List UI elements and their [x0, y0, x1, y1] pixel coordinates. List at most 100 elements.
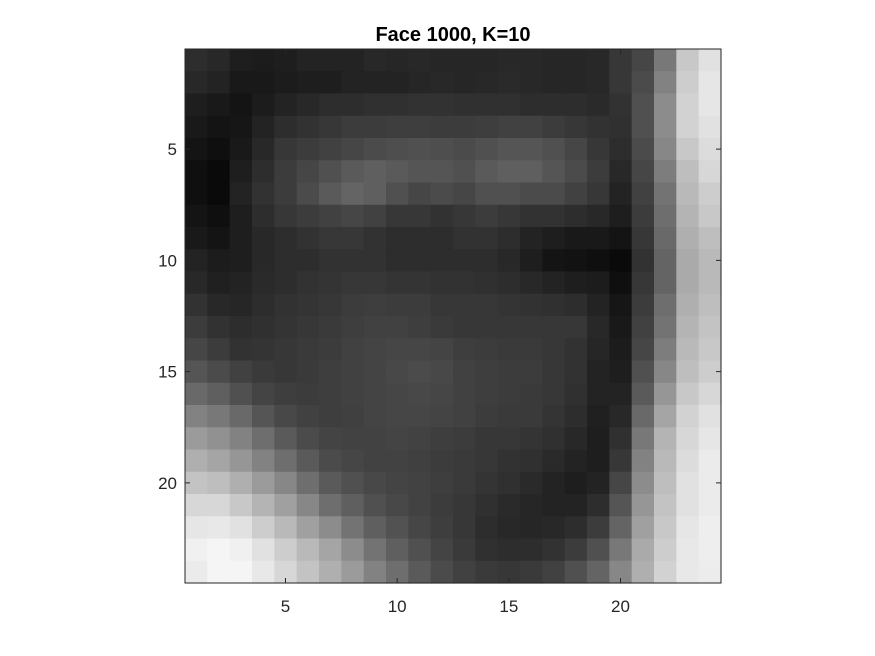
heatmap-cell	[564, 382, 588, 406]
heatmap-cell	[341, 138, 365, 161]
heatmap-cell	[430, 271, 454, 295]
heatmap-cell	[475, 427, 499, 451]
heatmap-cell	[296, 204, 320, 228]
heatmap-cell	[654, 49, 677, 72]
heatmap-cell	[430, 427, 454, 451]
heatmap-cell	[229, 249, 253, 273]
heatmap-cell	[654, 516, 677, 540]
heatmap-cell	[408, 316, 432, 339]
heatmap-cell	[207, 316, 231, 339]
heatmap-cell	[229, 204, 253, 228]
heatmap-cell	[319, 560, 342, 584]
heatmap-cell	[430, 360, 454, 384]
heatmap-cell	[564, 138, 588, 161]
heatmap-cell	[386, 360, 409, 384]
heatmap-cell	[631, 182, 655, 206]
heatmap-cell	[520, 538, 543, 562]
heatmap-cell	[698, 360, 722, 384]
heatmap-cell	[386, 249, 409, 273]
heatmap-cell	[386, 160, 409, 184]
heatmap-cell	[654, 271, 677, 295]
heatmap-cell	[296, 49, 320, 72]
heatmap-cell	[363, 449, 387, 473]
heatmap-cell	[520, 293, 543, 317]
heatmap-cell	[453, 449, 476, 473]
heatmap-cell	[363, 382, 387, 406]
heatmap-cell	[520, 405, 543, 428]
heatmap-cell	[475, 227, 499, 250]
heatmap-cell	[229, 338, 253, 362]
heatmap-cell	[252, 293, 275, 317]
heatmap-cell	[386, 471, 409, 495]
heatmap-cell	[341, 49, 365, 72]
heatmap-cell	[587, 560, 610, 584]
heatmap-cell	[497, 138, 521, 161]
heatmap-cell	[386, 516, 409, 540]
heatmap-cell	[408, 93, 432, 117]
heatmap-cell	[319, 538, 342, 562]
heatmap-cell	[564, 449, 588, 473]
heatmap-cell	[296, 449, 320, 473]
heatmap-cell	[341, 338, 365, 362]
heatmap-cell	[475, 449, 499, 473]
heatmap-cell	[207, 271, 231, 295]
heatmap-cell	[296, 360, 320, 384]
heatmap-cell	[698, 338, 722, 362]
heatmap-cell	[542, 182, 566, 206]
heatmap-cell	[408, 249, 432, 273]
heatmap-cell	[430, 115, 454, 139]
heatmap-cell	[698, 293, 722, 317]
heatmap-cell	[631, 204, 655, 228]
heatmap-cell	[698, 560, 722, 584]
heatmap-cell	[408, 160, 432, 184]
heatmap-cell	[475, 138, 499, 161]
heatmap-cell	[207, 204, 231, 228]
heatmap-cell	[654, 360, 677, 384]
heatmap-cell	[430, 560, 454, 584]
heatmap-cell	[386, 271, 409, 295]
heatmap-cell	[207, 115, 231, 139]
heatmap-cell	[609, 382, 633, 406]
heatmap-cell	[319, 471, 342, 495]
heatmap-cell	[676, 449, 700, 473]
heatmap-cell	[564, 204, 588, 228]
heatmap-cell	[497, 93, 521, 117]
heatmap-cell	[341, 293, 365, 317]
heatmap-cell	[631, 227, 655, 250]
heatmap-cell	[453, 138, 476, 161]
heatmap-cell	[386, 182, 409, 206]
heatmap-cell	[698, 516, 722, 540]
heatmap-cell	[430, 338, 454, 362]
heatmap-cell	[185, 382, 208, 406]
heatmap-cell	[274, 316, 298, 339]
heatmap-cell	[698, 49, 722, 72]
heatmap-cell	[497, 115, 521, 139]
heatmap-cell	[207, 93, 231, 117]
heatmap-cell	[564, 494, 588, 517]
heatmap-cell	[520, 449, 543, 473]
heatmap-cell	[609, 271, 633, 295]
heatmap-cell	[229, 471, 253, 495]
heatmap-cell	[319, 93, 342, 117]
heatmap-cell	[609, 560, 633, 584]
heatmap-cell	[453, 182, 476, 206]
heatmap-cell	[430, 316, 454, 339]
heatmap-cell	[274, 49, 298, 72]
heatmap-cell	[520, 204, 543, 228]
heatmap-cell	[408, 405, 432, 428]
heatmap-cell	[252, 138, 275, 161]
heatmap-cell	[609, 249, 633, 273]
heatmap-cell	[185, 115, 208, 139]
heatmap-cell	[430, 93, 454, 117]
heatmap-cell	[542, 449, 566, 473]
heatmap-cell	[453, 93, 476, 117]
heatmap-cell	[274, 204, 298, 228]
heatmap-cell	[654, 160, 677, 184]
heatmap-cell	[229, 49, 253, 72]
heatmap-cell	[453, 271, 476, 295]
heatmap-cell	[631, 293, 655, 317]
heatmap-cell	[408, 360, 432, 384]
heatmap-cell	[497, 249, 521, 273]
heatmap-cell	[497, 182, 521, 206]
heatmap-cell	[698, 227, 722, 250]
